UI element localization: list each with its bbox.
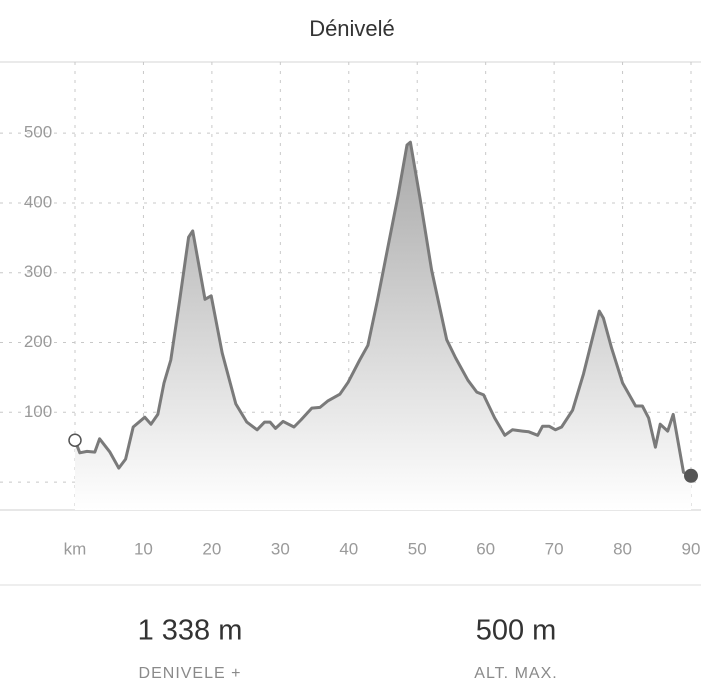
stat-label: DENIVELE + bbox=[139, 665, 242, 682]
line bbox=[73, 140, 692, 478]
y-tick-label: 300 bbox=[24, 262, 52, 281]
x-tick-label: 70 bbox=[545, 539, 564, 558]
start-marker bbox=[68, 433, 82, 447]
y-tick-label: 200 bbox=[24, 332, 52, 351]
area-fill bbox=[75, 142, 691, 510]
x-tick-label: 90 bbox=[682, 539, 701, 558]
x-tick-label: 60 bbox=[476, 539, 495, 558]
stat-label: ALT. MAX. bbox=[474, 665, 557, 682]
y-tick-label: 500 bbox=[24, 123, 52, 142]
x-tick-label: 20 bbox=[202, 539, 221, 558]
end-marker bbox=[684, 468, 698, 483]
x-tick-label: 30 bbox=[271, 539, 290, 558]
x-tick-label: 50 bbox=[408, 539, 427, 558]
x-tick-label: km bbox=[64, 539, 87, 558]
stat-value: 500 m bbox=[476, 615, 557, 647]
chart-title: Dénivelé bbox=[309, 16, 395, 41]
x-tick-label: 80 bbox=[613, 539, 632, 558]
stat-value: 1 338 m bbox=[138, 615, 243, 647]
x-tick-label: 40 bbox=[339, 539, 358, 558]
x-tick-label: 10 bbox=[134, 539, 153, 558]
y-tick-label: 400 bbox=[24, 192, 52, 211]
y-tick-label: 100 bbox=[24, 402, 52, 421]
